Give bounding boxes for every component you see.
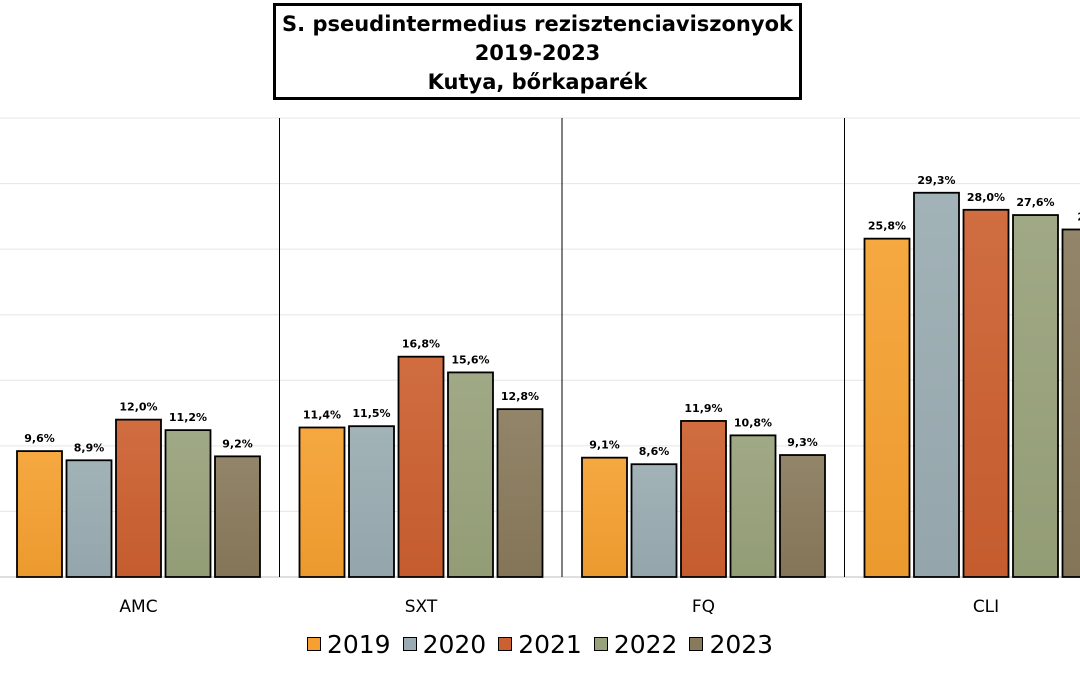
bar-sxt-2022: [447, 371, 494, 578]
bar-amc-2020: [65, 459, 113, 578]
legend-label: 2023: [709, 629, 774, 659]
legend-item-2023: 2023: [689, 630, 773, 659]
value-label: 27,6%: [1016, 196, 1054, 209]
legend-item-2020: 2020: [402, 629, 487, 659]
bar-fq-2021: [680, 420, 727, 578]
value-label: 9,2%: [222, 437, 253, 450]
bar-cli-2020: [913, 191, 960, 578]
bar-cli-2023: [1061, 228, 1080, 578]
legend-swatch: [498, 637, 513, 651]
bar-amc-2019: [16, 450, 63, 578]
legend-swatch: [402, 637, 417, 651]
bar-cli-2022: [1012, 214, 1059, 578]
bar-amc-2022: [164, 429, 212, 578]
value-label: 10,8%: [734, 416, 772, 429]
legend-item-2022: 2022: [593, 629, 678, 659]
value-label: 15,6%: [451, 353, 489, 366]
bar-fq-2020: [630, 463, 678, 578]
value-label: 9,6%: [24, 432, 55, 445]
value-label: 9,1%: [589, 439, 620, 452]
legend-label: 2021: [518, 629, 582, 659]
chart-title: S. pseudintermedius rezisztenciaviszonyo…: [273, 3, 802, 100]
value-label: 16,8%: [402, 338, 440, 351]
value-label: 29,3%: [917, 174, 955, 187]
value-label: 12,0%: [119, 401, 157, 414]
category-label-fq: FQ: [692, 597, 715, 617]
value-label: 8,6%: [639, 445, 670, 458]
value-labels: 9,6% 8,9% 12,0% 11,2% 9,2% 11,4% 11,5% 16,8% 15,…: [24, 174, 1080, 458]
legend-item-2021: 2021: [498, 630, 582, 659]
bar-sxt-2023: [496, 408, 544, 578]
legend-item-2019: 2019: [306, 629, 391, 659]
category-label-sxt: SXT: [405, 597, 438, 617]
bar-sxt-2020: [348, 425, 395, 578]
bar-sxt-2021: [397, 355, 445, 578]
legend: 2019 2020 2021 2022 2023: [0, 628, 1080, 659]
chart-title-line-1: S. pseudintermedius rezisztenciaviszonyo…: [282, 12, 793, 36]
value-label: 9,3%: [787, 436, 818, 449]
chart-title-line-2: 2019-2023: [474, 41, 601, 65]
bar-amc-2021: [115, 418, 162, 578]
legend-label: 2020: [422, 629, 487, 659]
value-label: 11,5%: [352, 407, 390, 420]
category-labels: AMC SXT FQ CLI: [119, 597, 999, 617]
category-label-cli: CLI: [973, 597, 999, 617]
value-label: 11,2%: [169, 411, 207, 424]
value-label: 26: [1077, 210, 1080, 223]
legend-swatch: [306, 637, 321, 651]
category-label-amc: AMC: [119, 597, 157, 617]
value-label: 11,9%: [684, 402, 722, 415]
bar-amc-2023: [214, 455, 261, 578]
legend-swatch: [593, 637, 608, 651]
bar-cli-2019: [863, 237, 911, 578]
bar-fq-2023: [779, 454, 826, 578]
bar-fq-2019: [581, 456, 628, 578]
category-separators: [279, 118, 845, 577]
legend-label: 2019: [326, 629, 391, 659]
value-label: 8,9%: [74, 441, 105, 454]
chart-title-line-3: Kutya, bőrkaparék: [427, 70, 648, 94]
bar-sxt-2019: [298, 426, 346, 578]
value-label: 25,8%: [868, 220, 906, 233]
value-label: 11,4%: [303, 408, 341, 421]
legend-label: 2022: [613, 629, 678, 659]
bars: [16, 191, 1080, 578]
bar-cli-2021: [962, 208, 1010, 578]
legend-swatch: [689, 637, 704, 651]
value-label: 28,0%: [967, 191, 1005, 204]
bar-fq-2022: [729, 434, 777, 578]
value-label: 12,8%: [501, 390, 539, 403]
